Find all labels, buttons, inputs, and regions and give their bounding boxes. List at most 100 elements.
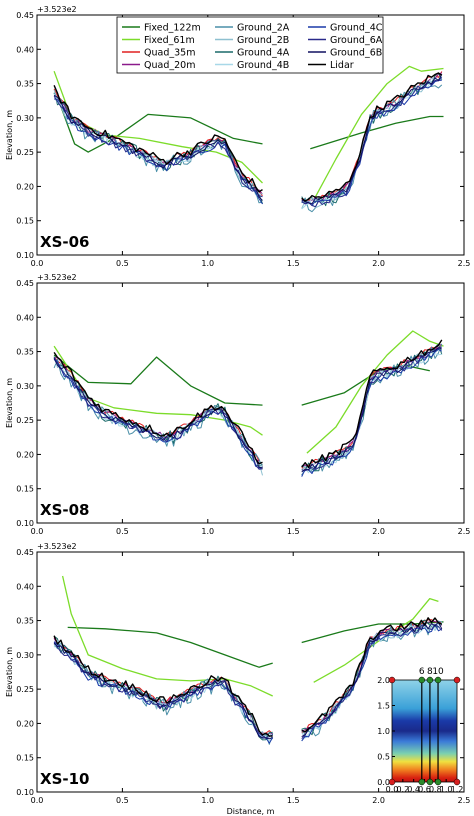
series-line-ground-6a-right <box>301 77 443 208</box>
y-tick-label: 0.30 <box>16 651 34 660</box>
y-tick-label: 0.15 <box>16 217 34 226</box>
series-line-ground-6a-right <box>301 624 443 739</box>
y-tick-label: 0.25 <box>16 416 34 425</box>
inset-section-marker <box>418 676 426 684</box>
panel-title: XS-10 <box>40 770 89 788</box>
series-line-ground-4c-left <box>53 357 263 470</box>
inset-x-tick-label: 0.0 <box>386 785 399 794</box>
inset-heatmap-image <box>391 679 458 783</box>
series-line-lidar-right <box>301 339 443 469</box>
inset-section-marker <box>426 676 434 684</box>
inset-heatmap: 0.00.20.40.60.81.01.20.00.51.01.52.06 8 10 <box>377 667 463 794</box>
x-tick-label: 2.5 <box>458 527 471 536</box>
plot-frame <box>36 282 465 524</box>
series-line-ground-6b-left <box>53 358 263 469</box>
inset-y-tick-label: 1.0 <box>377 727 390 736</box>
panel-xs-08: 0.0 0.5 1.0 1.5 2.0 2.5 0.10 0.15 0.20 0.25 0.30 0.… <box>5 273 470 536</box>
y-tick-label: 0.30 <box>16 114 34 123</box>
series-line-lidar-left <box>53 352 263 465</box>
x-tick-label: 1.5 <box>287 259 300 268</box>
y-tick-label: 0.45 <box>16 11 34 20</box>
y-tick-label: 0.10 <box>16 788 34 797</box>
series-line-fixed-61m-left <box>61 575 273 697</box>
series-line-fixed-122m-right <box>310 115 444 150</box>
x-tick-label: 1.5 <box>287 527 300 536</box>
x-tick-label: 1.0 <box>201 796 214 805</box>
x-tick-label: 1.0 <box>201 259 214 268</box>
y-tick-label: 0.20 <box>16 719 34 728</box>
x-tick-label: 0.0 <box>31 527 44 536</box>
inset-y-tick-label: 0.5 <box>377 753 390 762</box>
x-tick-label: 2.5 <box>458 259 471 268</box>
y-tick-label: 0.20 <box>16 450 34 459</box>
offset-label: +3.523e2 <box>37 542 77 551</box>
x-tick-label: 0.5 <box>116 527 129 536</box>
offset-label: +3.523e2 <box>37 5 77 14</box>
series-line-ground-4a-right <box>301 619 443 736</box>
series-line-ground-4c-right <box>301 79 442 206</box>
panel-title: XS-08 <box>40 501 89 519</box>
x-tick-label: 2.5 <box>458 796 471 805</box>
x-tick-label: 2.0 <box>372 527 385 536</box>
y-tick-label: 0.10 <box>16 519 34 528</box>
inset-y-tick-label: 2.0 <box>377 676 390 685</box>
series-line-lidar-right <box>301 617 443 733</box>
series-line-ground-4b-left <box>53 640 274 742</box>
y-tick-label: 0.35 <box>16 617 34 626</box>
inset-section-marker <box>426 778 434 786</box>
series-line-ground-4c-left <box>53 98 263 205</box>
x-tick-label: 1.0 <box>201 527 214 536</box>
legend-label: Fixed_61m <box>144 35 195 46</box>
inset-section-marker <box>418 778 426 786</box>
x-tick-label: 1.5 <box>287 796 300 805</box>
legend-label: Ground_4C <box>330 23 383 34</box>
y-tick-label: 0.25 <box>16 685 34 694</box>
inset-section-label: 6 <box>419 667 425 677</box>
inset-section-marker <box>434 676 442 684</box>
legend-label: Ground_6A <box>330 35 383 46</box>
y-axis-label: Elevation, m <box>5 110 14 160</box>
plot-area <box>53 330 444 477</box>
series-line-ground-6a-right <box>301 346 443 472</box>
legend-box <box>116 16 384 74</box>
legend-label: Ground_6B <box>330 48 382 59</box>
x-tick-label: 2.0 <box>372 796 385 805</box>
y-tick-label: 0.30 <box>16 382 34 391</box>
inset-corner-marker <box>453 676 461 684</box>
legend-label: Ground_4A <box>237 48 290 59</box>
inset-y-tick-label: 1.5 <box>377 702 390 711</box>
inset-x-tick-label: 0.2 <box>396 785 409 794</box>
plot-area <box>53 575 444 745</box>
inset-x-tick-label: 1.0 <box>440 785 453 794</box>
y-tick-label: 0.45 <box>16 279 34 288</box>
inset-y-tick-label: 0.0 <box>377 778 390 787</box>
series-line-ground-6b-left <box>53 642 273 740</box>
x-tick-label: 0.5 <box>116 259 129 268</box>
inset-corner-marker <box>388 676 396 684</box>
x-tick-label: 0.5 <box>116 796 129 805</box>
series-line-ground-4a-right <box>301 72 443 207</box>
x-axis-label: Distance, m <box>227 807 275 816</box>
inset-section-label: 10 <box>432 667 444 677</box>
y-axis-label: Elevation, m <box>5 378 14 428</box>
series-line-lidar-right <box>301 72 443 202</box>
inset-corner-marker <box>388 778 396 786</box>
series-line-ground-2a-left <box>53 358 263 468</box>
inset-section-label: 8 <box>427 667 433 677</box>
series-line-lidar-left <box>53 635 273 737</box>
legend-label: Ground_2A <box>237 23 290 34</box>
plot-area <box>53 65 444 213</box>
series-line-fixed-61m-right <box>306 330 444 454</box>
y-tick-label: 0.15 <box>16 754 34 763</box>
y-tick-label: 0.35 <box>16 80 34 89</box>
y-tick-label: 0.10 <box>16 251 34 260</box>
series-line-fixed-122m-left <box>56 97 263 153</box>
y-tick-label: 0.35 <box>16 348 34 357</box>
series-line-ground-6a-left <box>53 95 263 198</box>
series-line-fixed-61m-right <box>313 65 444 201</box>
y-tick-label: 0.45 <box>16 548 34 557</box>
x-tick-label: 2.0 <box>372 259 385 268</box>
series-line-fixed-122m-left <box>53 354 263 406</box>
